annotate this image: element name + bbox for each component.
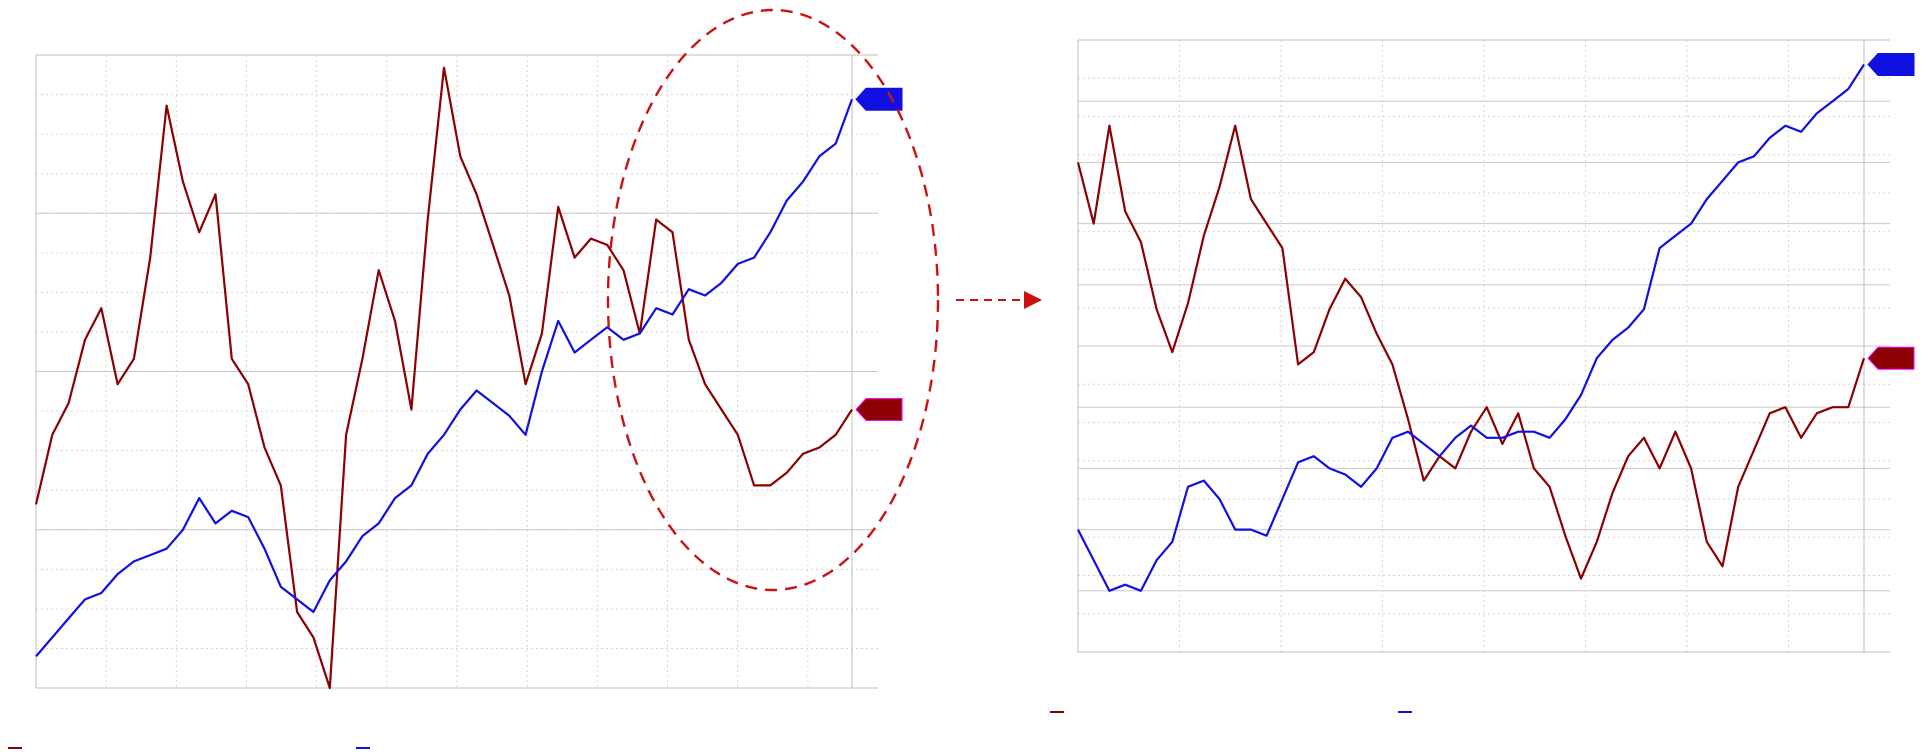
series-line-1 xyxy=(1076,124,1866,580)
zoom-arrow-head xyxy=(1024,291,1042,309)
last-value-marker-2 xyxy=(1867,52,1915,76)
last-value-marker-1 xyxy=(855,397,903,421)
series-line-2 xyxy=(1077,63,1865,592)
last-value-marker-1 xyxy=(1867,346,1915,370)
series-line-2 xyxy=(35,98,854,658)
last-value-marker-2 xyxy=(855,87,903,111)
series-line-1 xyxy=(34,66,853,690)
highlight-ellipse xyxy=(606,8,940,592)
